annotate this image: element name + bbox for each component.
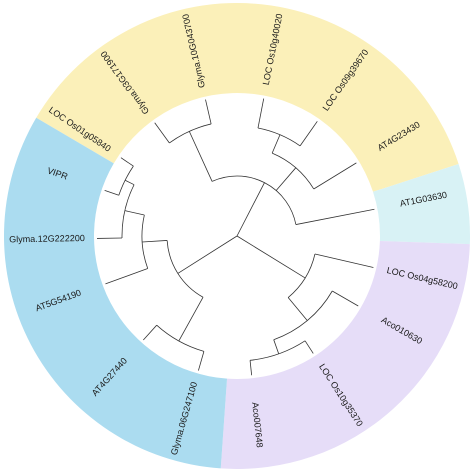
- branch: [177, 235, 238, 274]
- clade-sector: [220, 240, 470, 469]
- branch: [178, 297, 204, 342]
- branch: [120, 157, 134, 167]
- branches: [97, 98, 375, 376]
- branch: [304, 340, 314, 354]
- branch: [332, 290, 359, 307]
- branch: [295, 208, 375, 225]
- branch: [188, 131, 213, 182]
- branch: [124, 179, 135, 186]
- branch: [142, 240, 168, 243]
- branch: [198, 351, 205, 371]
- branch: [104, 190, 119, 196]
- branch: [205, 99, 212, 125]
- branch: [236, 182, 265, 237]
- branch: [236, 235, 306, 279]
- clade-sector: [373, 163, 470, 245]
- branch: [275, 167, 297, 191]
- branch: [143, 324, 158, 341]
- branch: [314, 253, 374, 268]
- branch: [249, 360, 253, 376]
- branch: [273, 339, 280, 354]
- clade-sector: [36, 3, 459, 192]
- branch-arc: [257, 127, 301, 147]
- leaf-label: Glyma.12G222200: [9, 233, 85, 244]
- branch-arc: [250, 340, 306, 361]
- branch-arc: [156, 324, 205, 352]
- branch: [257, 98, 265, 129]
- branch-arc: [211, 175, 297, 225]
- branch: [287, 297, 308, 321]
- branch: [154, 122, 170, 144]
- clade-sector: [3, 117, 228, 469]
- branch-arc: [141, 214, 149, 269]
- branch: [124, 210, 145, 216]
- branch: [105, 268, 148, 285]
- branch: [299, 121, 318, 147]
- branch-arc: [272, 152, 315, 190]
- branch-arc: [273, 290, 333, 341]
- branch: [271, 134, 281, 154]
- branch-arc: [169, 123, 212, 144]
- branch: [313, 162, 357, 190]
- branch-arc: [121, 184, 135, 239]
- branch-arc: [287, 253, 316, 298]
- branch-arc: [166, 240, 204, 298]
- clade-ring: [3, 3, 470, 469]
- leaf-label: Aco007648: [250, 402, 265, 448]
